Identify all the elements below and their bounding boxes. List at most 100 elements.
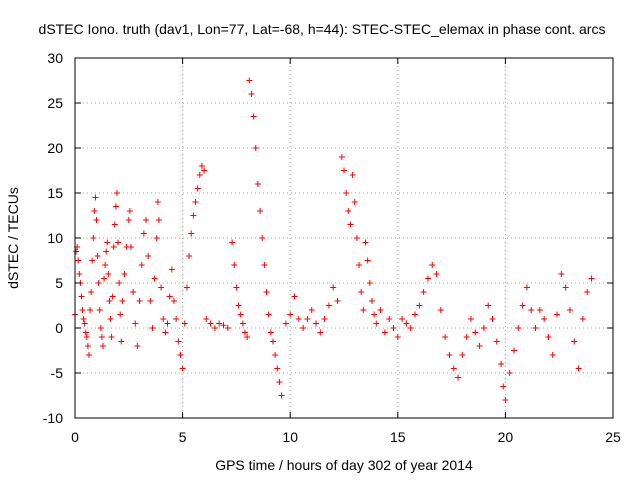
- data-point: [94, 253, 101, 259]
- data-point: [112, 203, 119, 210]
- data-point: [433, 271, 440, 277]
- data-point: [164, 320, 171, 327]
- data-point: [558, 271, 565, 277]
- data-point: [102, 262, 109, 268]
- data-point: [99, 343, 106, 349]
- data-point: [83, 334, 90, 340]
- data-point: [79, 307, 86, 313]
- data-point: [330, 284, 337, 291]
- x-axis-label: GPS time / hours of day 302 of year 2014: [215, 457, 473, 473]
- data-point: [493, 338, 500, 345]
- data-point: [541, 316, 548, 322]
- data-point: [536, 307, 543, 313]
- data-point: [201, 167, 208, 174]
- data-point: [89, 257, 96, 264]
- x-tick-label: 20: [498, 429, 514, 445]
- data-point: [467, 316, 474, 322]
- data-point: [190, 212, 197, 219]
- data-point: [143, 217, 150, 223]
- x-tick-label: 5: [179, 429, 187, 445]
- data-point: [269, 338, 276, 345]
- data-point: [272, 352, 279, 358]
- data-point: [118, 338, 125, 345]
- data-point: [138, 262, 145, 268]
- data-point: [377, 307, 384, 313]
- data-point: [220, 322, 227, 329]
- data-point: [278, 392, 285, 399]
- data-point: [97, 325, 104, 331]
- data-point: [276, 379, 283, 385]
- axis-ticks: [74, 57, 614, 419]
- data-point: [343, 190, 350, 196]
- data-point: [566, 307, 573, 313]
- data-point: [194, 185, 201, 192]
- data-point: [300, 325, 307, 331]
- data-point: [420, 289, 427, 295]
- data-point: [248, 91, 255, 97]
- data-point: [403, 320, 410, 327]
- data-point: [173, 316, 180, 322]
- data-point: [265, 311, 272, 318]
- data-point: [126, 208, 133, 214]
- data-point: [116, 280, 123, 286]
- data-point: [295, 316, 302, 322]
- data-point: [498, 361, 505, 367]
- data-point: [588, 275, 595, 282]
- data-point: [287, 311, 294, 318]
- data-point: [130, 289, 137, 295]
- y-tick-label: 20: [47, 140, 63, 156]
- data-point: [442, 334, 449, 340]
- data-point: [181, 320, 188, 327]
- data-point: [149, 325, 156, 331]
- x-tick-labels: 0 5 10 15 20 25: [71, 429, 621, 445]
- data-point: [263, 289, 270, 295]
- data-point: [242, 329, 249, 336]
- data-point: [386, 316, 393, 322]
- data-point: [364, 257, 371, 264]
- data-point: [162, 329, 169, 336]
- data-point: [313, 320, 320, 327]
- y-tick-label: -10: [43, 410, 63, 426]
- y-axis-label: dSTEC / TECUs: [5, 187, 21, 289]
- data-point: [127, 244, 134, 250]
- data-point: [153, 235, 160, 241]
- data-point: [351, 199, 358, 205]
- data-point: [338, 154, 345, 160]
- data-point: [134, 343, 141, 349]
- data-point: [571, 338, 578, 345]
- data-point: [532, 325, 539, 331]
- data-point: [554, 311, 561, 318]
- data-point: [186, 253, 193, 259]
- data-point: [515, 325, 522, 331]
- data-point: [82, 329, 89, 336]
- data-point: [381, 329, 388, 336]
- data-points: [72, 77, 595, 403]
- data-point: [545, 334, 552, 340]
- data-point: [345, 208, 352, 214]
- data-point: [246, 77, 253, 84]
- data-point: [115, 239, 122, 246]
- data-point: [321, 316, 328, 322]
- data-point: [117, 311, 124, 318]
- data-point: [106, 298, 113, 304]
- data-point: [109, 293, 116, 300]
- data-point: [358, 289, 365, 295]
- data-point: [356, 262, 363, 268]
- data-point: [584, 289, 591, 295]
- data-point: [450, 365, 457, 372]
- data-point: [362, 239, 369, 246]
- data-point: [166, 293, 173, 300]
- data-point: [179, 365, 186, 372]
- data-point: [103, 248, 110, 255]
- data-point: [92, 194, 99, 201]
- y-tick-labels: -10 -5 0 5 10 15 20 25 30: [43, 50, 63, 426]
- x-tick-label: 15: [390, 429, 406, 445]
- data-point: [104, 239, 111, 246]
- data-point: [528, 307, 535, 313]
- data-point: [239, 320, 246, 327]
- y-tick-label: 5: [55, 275, 63, 291]
- data-point: [317, 329, 324, 336]
- y-tick-label: 0: [55, 320, 63, 336]
- data-point: [155, 217, 162, 223]
- data-point: [177, 352, 184, 358]
